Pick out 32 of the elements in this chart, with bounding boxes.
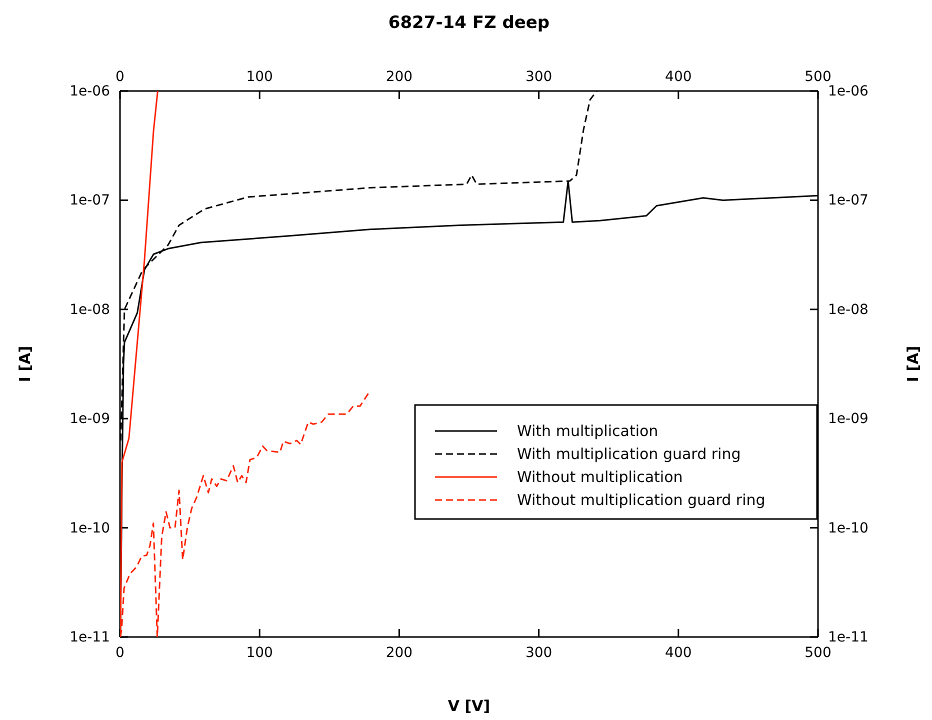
x2-tick-label: 500 bbox=[804, 644, 832, 661]
y-tick-label: 1e-11 bbox=[70, 629, 110, 646]
x-tick-label: 500 bbox=[804, 69, 832, 85]
y-tick-label: 1e-07 bbox=[70, 192, 110, 209]
x2-tick-label: 100 bbox=[246, 644, 273, 661]
text: 1e-06 bbox=[828, 83, 868, 100]
x2-tick-label: 400 bbox=[665, 644, 692, 661]
chart-title: 6827-14 FZ deep bbox=[388, 13, 550, 33]
x2-tick-label: 0 bbox=[116, 644, 124, 661]
text: 1e-10 bbox=[828, 520, 868, 536]
y-tick-label: 1e-08 bbox=[70, 302, 110, 318]
y-axis-title: I [A] bbox=[16, 346, 34, 382]
x-tick-label: 300 bbox=[525, 69, 552, 85]
x-tick-label: 100 bbox=[246, 69, 273, 85]
legend-label: With multiplication bbox=[517, 422, 658, 440]
x-tick-label: 0 bbox=[116, 69, 124, 85]
x2-tick-label: 200 bbox=[386, 644, 413, 661]
legend-label: Without multiplication bbox=[517, 468, 683, 486]
text: 1e-07 bbox=[828, 192, 868, 209]
y2-axis-title: I [A] bbox=[904, 346, 922, 382]
text: 1e-11 bbox=[828, 629, 868, 646]
x-tick-label: 200 bbox=[386, 69, 413, 85]
x2-tick-label: 300 bbox=[525, 644, 552, 661]
y-tick-label: 1e-10 bbox=[70, 520, 110, 536]
text: 1e-09 bbox=[828, 411, 868, 428]
x-tick-label: 400 bbox=[665, 69, 692, 85]
x-axis-title: V [V] bbox=[448, 697, 490, 715]
y-tick-label: 1e-06 bbox=[70, 83, 110, 100]
legend-label: Without multiplication guard ring bbox=[517, 491, 766, 509]
text: 1e-08 bbox=[828, 302, 868, 318]
legend-label: With multiplication guard ring bbox=[517, 445, 741, 463]
y-tick-label: 1e-09 bbox=[70, 411, 110, 428]
